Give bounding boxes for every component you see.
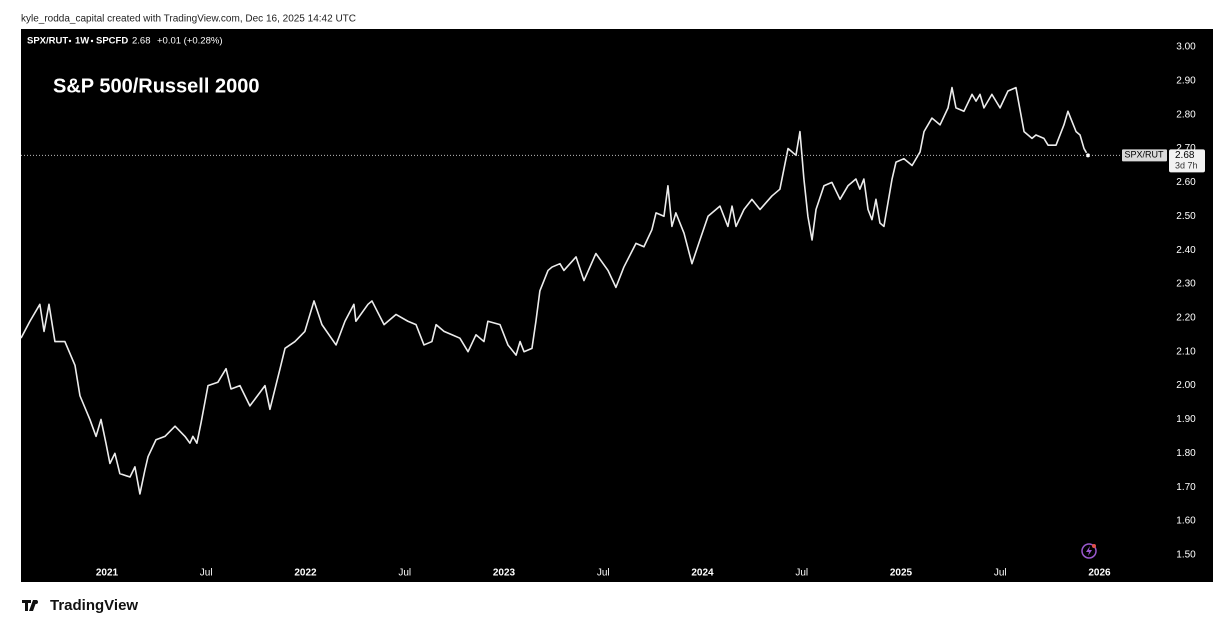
legend-interval: 1W <box>75 36 89 47</box>
separator <box>68 39 72 43</box>
legend-exchange: SPCFD <box>96 36 128 47</box>
x-tick-label: 2024 <box>691 568 714 579</box>
y-tick-label: 1.60 <box>1176 516 1196 527</box>
y-tick-label: 1.70 <box>1176 482 1196 493</box>
price-tag-value: 2.68 <box>1175 150 1195 161</box>
y-tick-label: 1.80 <box>1176 448 1196 459</box>
last-point <box>1084 152 1091 159</box>
x-tick-label: 2025 <box>890 568 913 579</box>
chart-background <box>21 29 1213 582</box>
y-tick-label: 2.60 <box>1176 177 1196 188</box>
y-tick-label: 1.90 <box>1176 414 1196 425</box>
legend-symbol: SPX/RUT <box>27 36 68 47</box>
chart-title: S&P 500/Russell 2000 <box>53 75 259 97</box>
legend-last: 2.68 <box>132 36 151 47</box>
x-tick-label: 2026 <box>1088 568 1111 579</box>
y-tick-label: 2.10 <box>1176 346 1196 357</box>
header: kyle_rodda_capital created with TradingV… <box>21 14 356 25</box>
x-tick-label: Jul <box>994 568 1007 579</box>
footer-text: TradingView <box>50 597 138 614</box>
legend-change: +0.01 (+0.28%) <box>157 36 223 47</box>
price-tag-bg <box>1169 149 1205 173</box>
y-tick-label: 1.50 <box>1176 550 1196 561</box>
price-tag-countdown: 3d 7h <box>1175 161 1198 171</box>
x-tick-label: Jul <box>200 568 213 579</box>
y-tick-label: 3.00 <box>1176 42 1196 53</box>
x-tick-label: Jul <box>795 568 808 579</box>
footer-logo: TradingView <box>22 597 138 614</box>
legend: SPX/RUT 1W SPCFD 2.68 +0.01 (+0.28%) <box>27 36 223 47</box>
lightning-icon <box>1081 543 1097 559</box>
y-tick-label: 2.70 <box>1176 143 1196 154</box>
x-tick-label: Jul <box>398 568 411 579</box>
price-line <box>20 86 1089 495</box>
x-tick-label: Jul <box>597 568 610 579</box>
y-tick-label: 2.30 <box>1176 279 1196 290</box>
y-tick-label: 2.40 <box>1176 245 1196 256</box>
y-tick-label: 2.80 <box>1176 109 1196 120</box>
price-tag-symbol: SPX/RUT <box>1124 150 1164 160</box>
separator <box>90 39 94 43</box>
price-tag-symbol-bg <box>1122 149 1167 162</box>
y-tick-label: 2.00 <box>1176 380 1196 391</box>
y-tick-label: 2.20 <box>1176 313 1196 324</box>
x-tick-label: 2022 <box>294 568 317 579</box>
x-tick-label: 2021 <box>96 568 119 579</box>
x-tick-label: 2023 <box>493 568 516 579</box>
y-tick-label: 2.50 <box>1176 211 1196 222</box>
y-tick-label: 2.90 <box>1176 75 1196 86</box>
